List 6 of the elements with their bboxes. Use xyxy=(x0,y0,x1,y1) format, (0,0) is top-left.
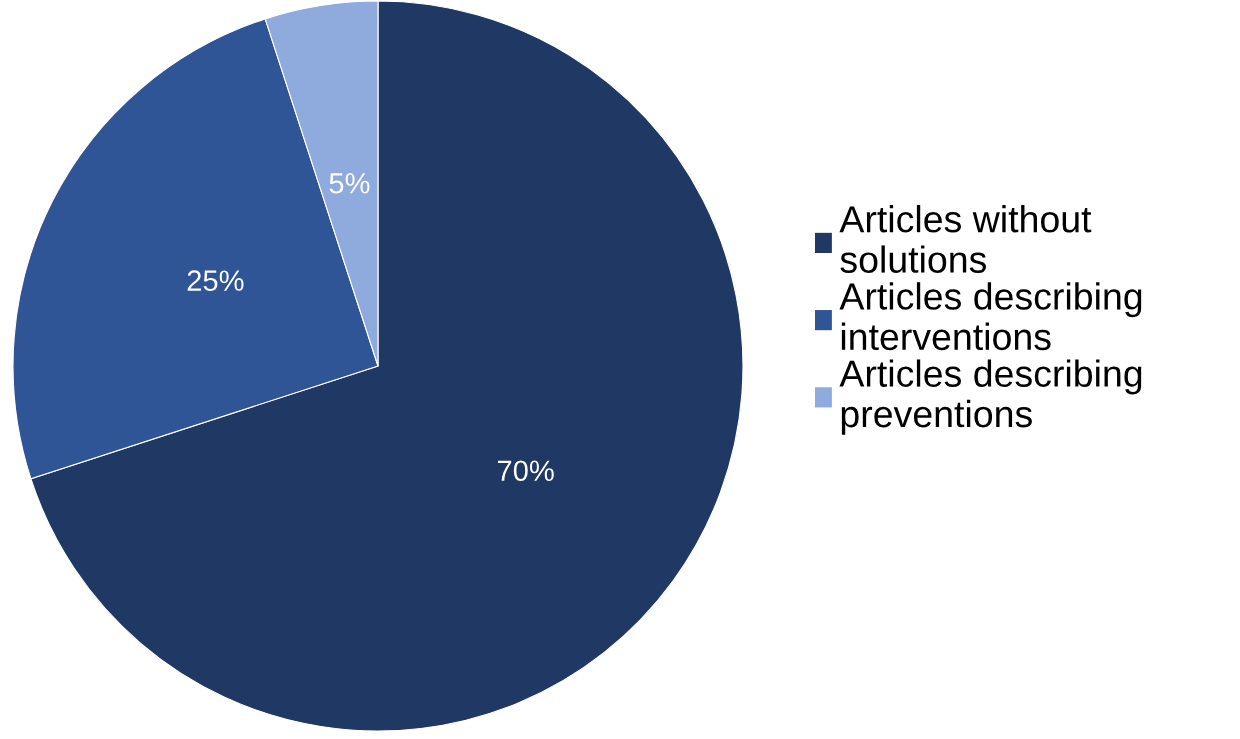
data-label: 25% xyxy=(187,270,244,291)
data-label: 5% xyxy=(329,173,370,194)
legend-label: Articles without solutions xyxy=(839,205,1092,273)
data-label: 70% xyxy=(497,460,554,482)
legend-label: Articles describing preventions xyxy=(839,359,1142,435)
legend-label: Articles describing interventions xyxy=(839,282,1142,351)
